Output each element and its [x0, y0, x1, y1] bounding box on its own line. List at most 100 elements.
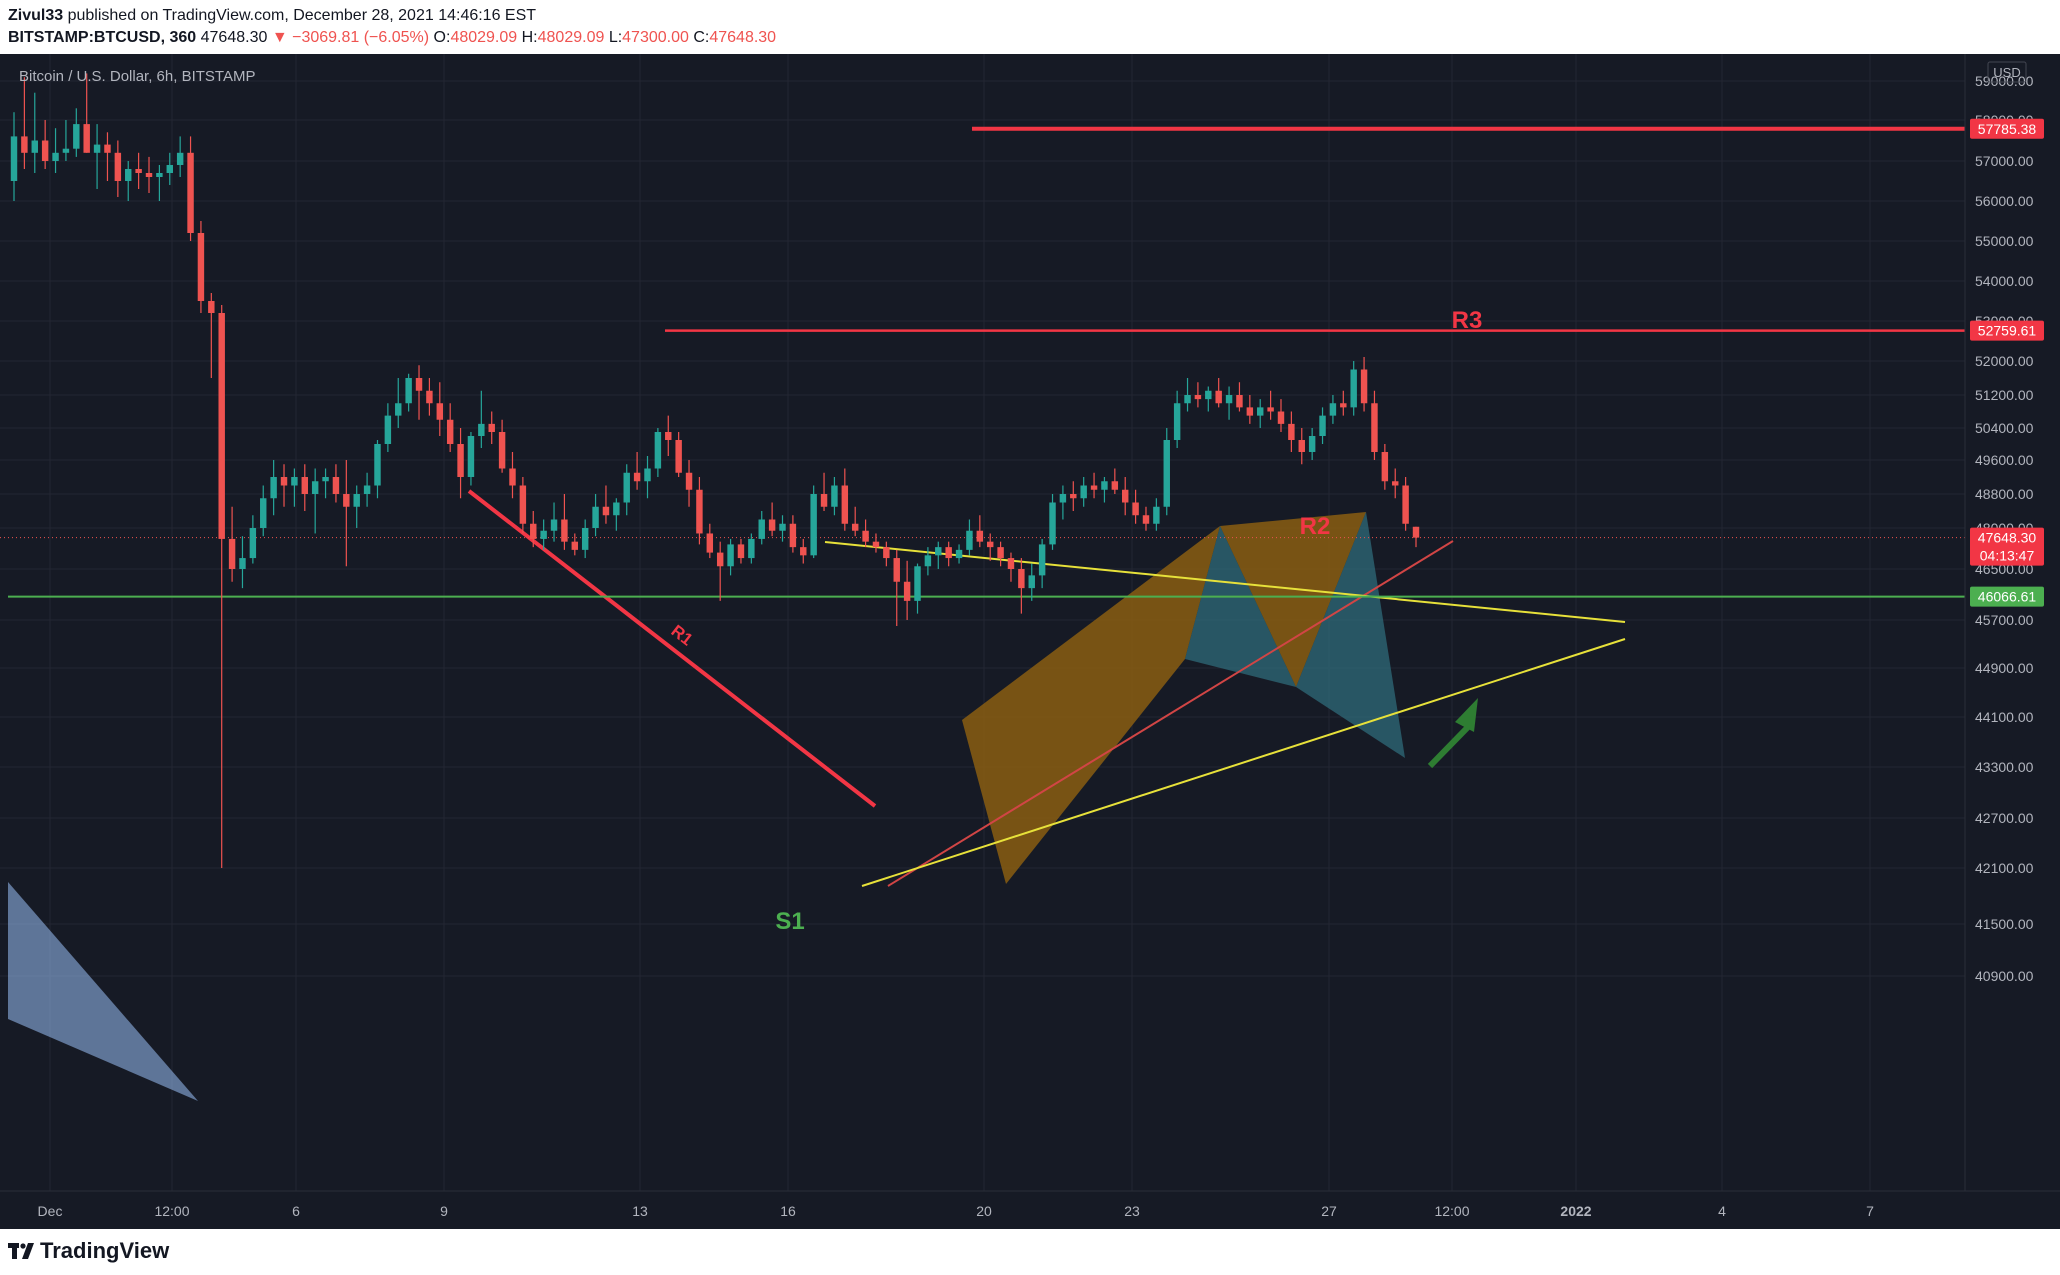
candle-body	[1215, 390, 1222, 404]
candle-body	[374, 444, 381, 486]
currency-badge[interactable]	[1987, 61, 2027, 83]
candle-body	[1194, 395, 1202, 400]
candle	[1049, 494, 1056, 550]
candle	[893, 549, 900, 626]
candle-body	[613, 502, 620, 516]
candle-body	[498, 432, 506, 469]
candle	[10, 112, 18, 201]
x-tick-label: 4	[1718, 1203, 1726, 1219]
candle	[1288, 411, 1295, 452]
x-tick-label: 7	[1866, 1203, 1874, 1219]
candle	[1246, 395, 1254, 424]
candle-body	[1225, 395, 1233, 404]
candle-body	[1111, 481, 1119, 490]
candle-body	[1132, 502, 1139, 516]
brand-text: TradingView	[40, 1238, 170, 1263]
candle-body	[405, 378, 412, 404]
footer: TradingView	[0, 1229, 2060, 1275]
candle-body	[509, 468, 516, 486]
candle-body	[187, 152, 194, 233]
tradingview-brand[interactable]: TradingView	[8, 1238, 169, 1264]
candle	[924, 547, 932, 576]
candle-body	[1038, 544, 1046, 576]
candle	[935, 541, 942, 569]
candle	[779, 515, 786, 542]
candle-body	[145, 173, 153, 177]
chart-area[interactable]: R1 R3 R2 S1 40900.00 41500.00 42100.00 42700.…	[0, 54, 2060, 1229]
candle-body	[1007, 558, 1015, 569]
candle	[872, 533, 880, 553]
x-tick-label: 2022	[1560, 1203, 1591, 1219]
candle	[353, 485, 360, 528]
candle-body	[436, 403, 444, 420]
candle	[1308, 428, 1316, 460]
candle	[654, 428, 662, 477]
candle-body	[935, 547, 942, 556]
candle-body	[768, 519, 776, 531]
candle-body	[249, 528, 257, 559]
candle-body	[633, 472, 641, 482]
candle	[52, 128, 59, 173]
candle	[1277, 399, 1285, 432]
y-tick-label: 44900.00	[1975, 660, 2034, 676]
candle-body	[73, 124, 80, 149]
candle-body	[1277, 411, 1285, 424]
candle-body	[976, 530, 984, 542]
candle-body	[1142, 515, 1150, 524]
candle-body	[1371, 403, 1378, 452]
candle	[758, 511, 765, 545]
high-value: 48029.09	[537, 29, 605, 46]
candle-body	[883, 547, 890, 559]
candle-body	[955, 549, 963, 559]
candle	[509, 452, 516, 499]
candle-body	[1059, 494, 1067, 503]
y-tick-label: 52000.00	[1975, 353, 2034, 369]
x-tick-label: 27	[1321, 1203, 1337, 1219]
candle-body	[478, 423, 485, 436]
candle	[457, 428, 464, 499]
candle	[332, 464, 340, 503]
candle-body	[301, 477, 309, 494]
candle	[706, 523, 714, 559]
y-tick-label: 45700.00	[1975, 612, 2034, 628]
candle-body	[41, 140, 49, 161]
candle-body	[239, 558, 246, 569]
candle	[675, 432, 682, 477]
candle	[1173, 390, 1181, 448]
candle-body	[1080, 485, 1087, 499]
y-tick-label: 50400.00	[1975, 420, 2034, 436]
candle	[249, 515, 257, 564]
candle	[228, 506, 236, 582]
candle-body	[841, 485, 849, 524]
candle	[831, 477, 838, 516]
candle-body	[1329, 403, 1337, 416]
candle-body	[260, 498, 267, 528]
candle	[966, 519, 973, 556]
candle	[748, 533, 755, 564]
candle	[986, 533, 994, 561]
candle-body	[1173, 403, 1181, 440]
candle	[633, 452, 641, 490]
candle	[197, 221, 205, 313]
candle	[176, 136, 184, 177]
candle	[716, 541, 724, 601]
candle-body	[332, 477, 340, 494]
level-label-r2: R2	[1300, 513, 1331, 540]
candle	[156, 165, 163, 201]
author-name[interactable]: Zivul33	[8, 7, 64, 24]
y-tick-label: 57000.00	[1975, 153, 2034, 169]
y-tick-label: 48800.00	[1975, 486, 2034, 502]
candle	[270, 460, 277, 516]
y-tick-label: 54000.00	[1975, 273, 2034, 289]
candle	[260, 485, 267, 537]
currency-label: USD	[1993, 65, 2020, 80]
candle-body	[415, 378, 423, 391]
symbol-label: BITSTAMP:BTCUSD, 360	[8, 29, 197, 46]
y-tick-label: 51200.00	[1975, 387, 2034, 403]
candle	[644, 456, 651, 499]
candle-body	[114, 152, 122, 181]
candle	[83, 73, 90, 153]
candle-body	[83, 124, 90, 153]
y-tick-label: 42700.00	[1975, 810, 2034, 826]
